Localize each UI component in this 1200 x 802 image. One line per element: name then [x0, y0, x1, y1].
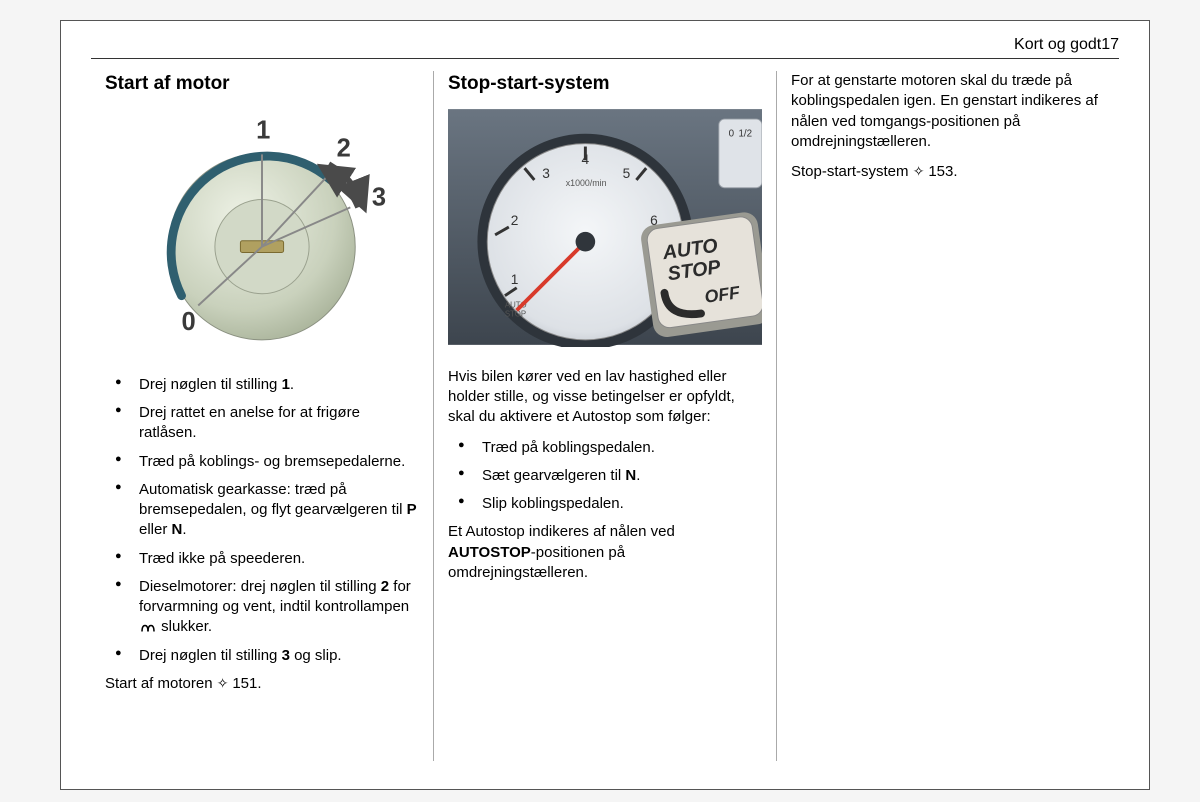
col2-para1: Hvis bilen kører ved en lav hastighed el… [448, 367, 762, 428]
col1-bullet-1: Drej nøglen til stilling 1. [105, 375, 419, 395]
col3-para1: For at genstarte motoren skal du træde p… [791, 71, 1105, 152]
column-1: Start af motor [91, 71, 434, 761]
col2-bullet-3: Slip koblingspedalen. [448, 494, 762, 514]
ignition-key-figure: 0 1 2 3 [105, 107, 419, 347]
stop-start-figure: 0 1/2 1 2 3 4 5 [448, 107, 762, 347]
col1-bullet-5: Træd ikke på speederen. [105, 549, 419, 569]
col2-bullet-2: Sæt gearvælgeren til N. [448, 466, 762, 486]
col1-bullet-4: Automatisk gearkasse: træd på bremsepeda… [105, 480, 419, 541]
tach-4: 4 [581, 152, 589, 167]
key-pos-1: 1 [256, 116, 270, 144]
key-pos-2: 2 [337, 134, 351, 162]
page-header: Kort og godt 17 [91, 36, 1119, 59]
col2-bullets: Træd på koblingspedalen. Sæt gearvælgere… [448, 438, 762, 515]
preheat-icon [139, 620, 157, 634]
fuel-0: 0 [729, 128, 735, 139]
col2-bullet-1: Træd på koblingspedalen. [448, 438, 762, 458]
col1-bullet-7: Drej nøglen til stilling 3 og slip. [105, 646, 419, 666]
column-3: For at genstarte motoren skal du træde p… [777, 71, 1119, 761]
col3-footer: Stop-start-system ✧ 153. [791, 162, 1105, 182]
fuel-half: 1/2 [738, 128, 752, 139]
reference-icon: ✧ [217, 675, 233, 691]
svg-text:STOP: STOP [505, 309, 526, 318]
col2-para2: Et Autostop indikeres af nålen ved AUTOS… [448, 522, 762, 583]
col1-title: Start af motor [105, 71, 419, 97]
col2-title: Stop-start-system [448, 71, 762, 97]
manual-page: Kort og godt 17 Start af motor [60, 20, 1150, 790]
col1-bullet-3: Træd på koblings- og bremsepedalerne. [105, 452, 419, 472]
reference-icon: ✧ [913, 163, 929, 179]
col1-bullet-6: Dieselmotorer: drej nøglen til stilling … [105, 577, 419, 638]
key-pos-3: 3 [372, 183, 386, 211]
tach-unit: x1000/min [566, 177, 607, 187]
columns: Start af motor [91, 71, 1119, 761]
column-2: Stop-start-system [434, 71, 777, 761]
col1-bullets: Drej nøglen til stilling 1. Drej rattet … [105, 375, 419, 666]
col1-footer: Start af motoren ✧ 151. [105, 674, 419, 694]
tach-5: 5 [623, 166, 631, 181]
key-pos-0: 0 [182, 308, 196, 336]
col1-bullet-2: Drej rattet en anelse for at frigøre rat… [105, 403, 419, 444]
tach-2: 2 [511, 213, 519, 228]
tach-3: 3 [542, 166, 550, 181]
header-title: Kort og godt [1014, 36, 1101, 54]
header-page-number: 17 [1101, 36, 1119, 54]
tach-1: 1 [511, 272, 519, 287]
